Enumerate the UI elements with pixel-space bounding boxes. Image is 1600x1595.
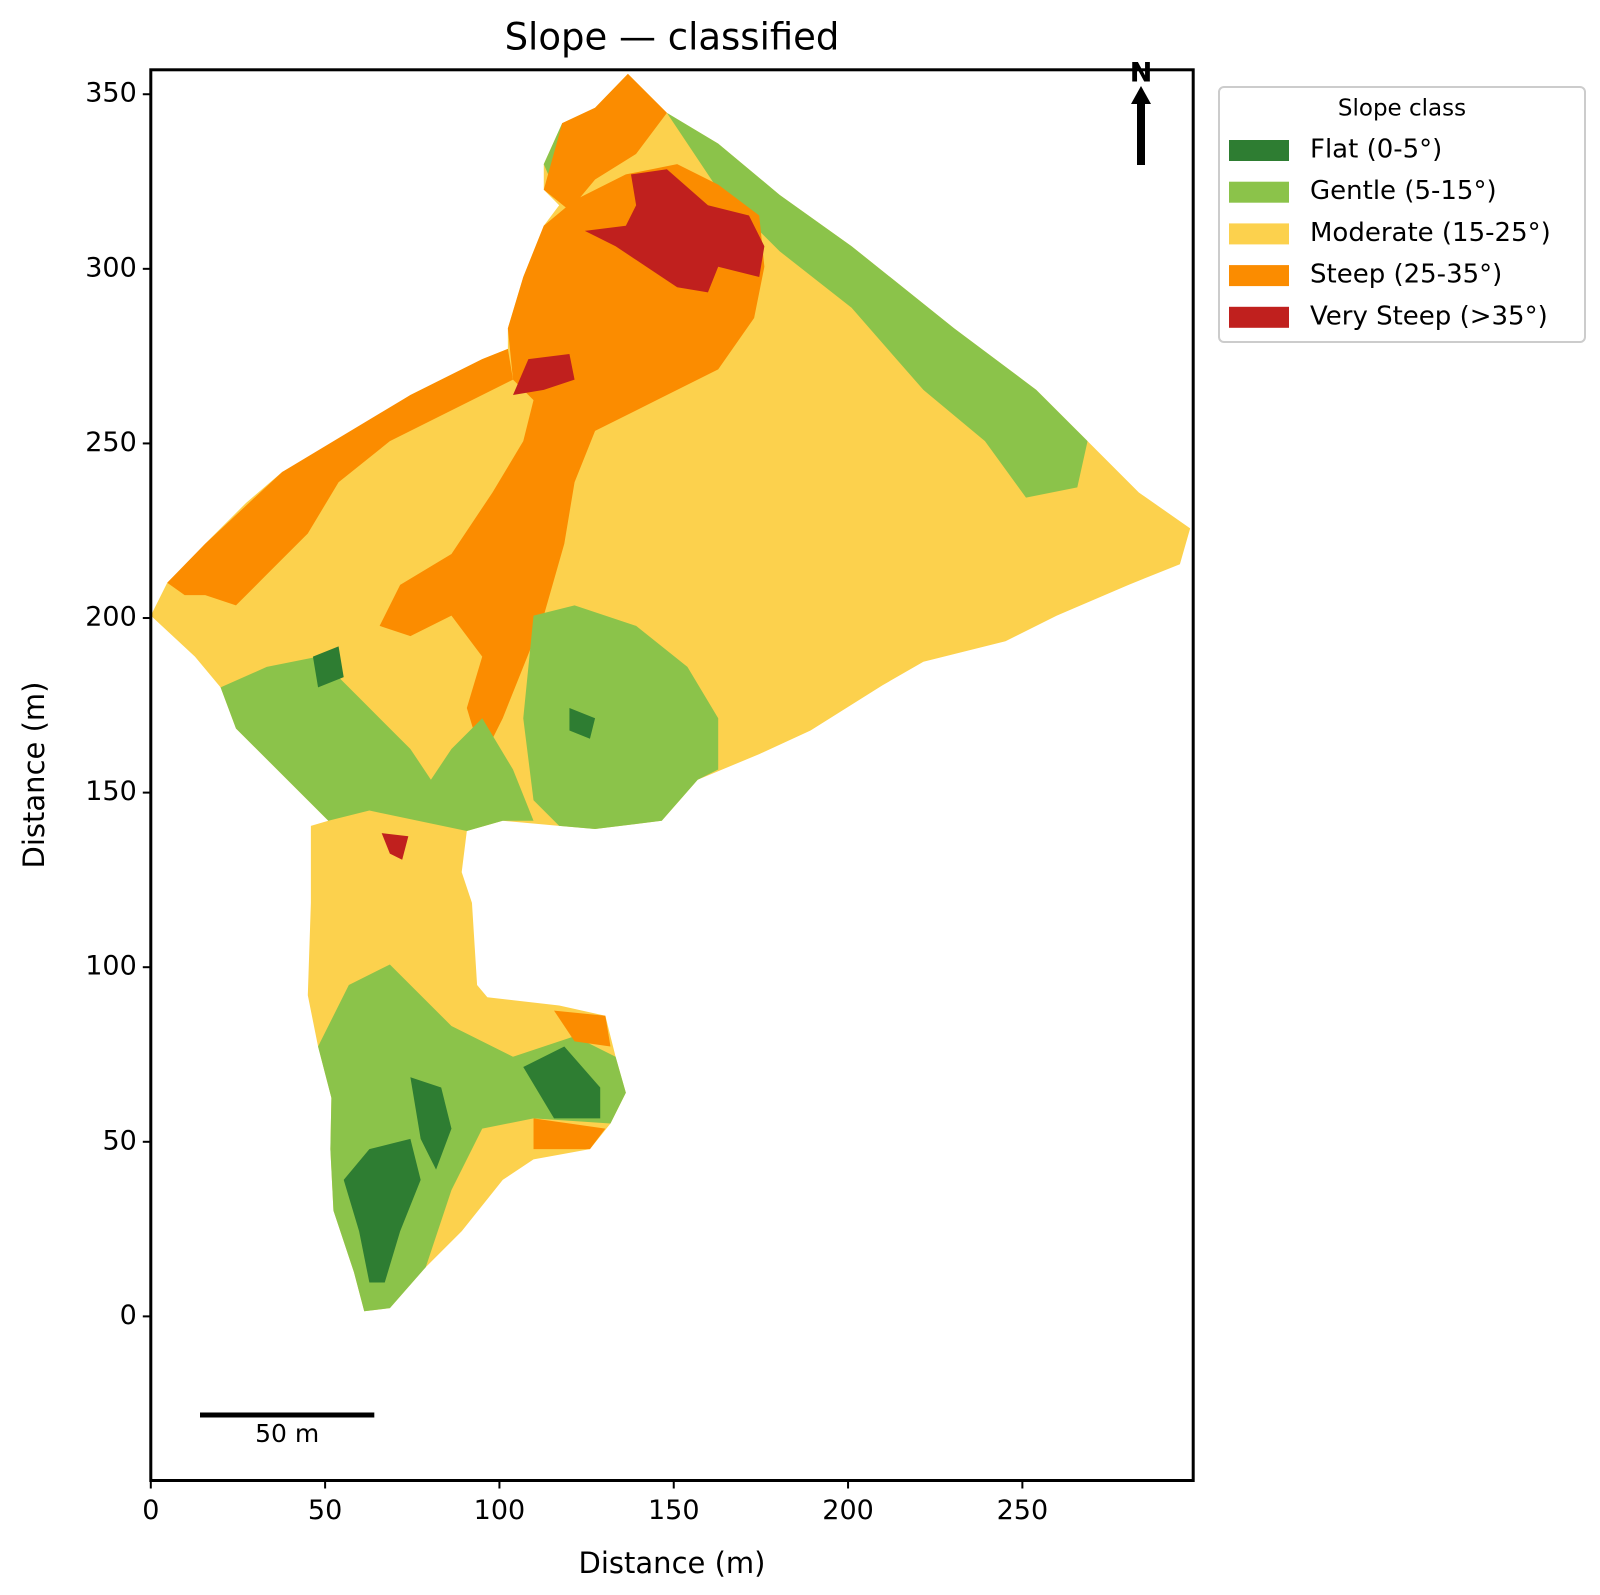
area-flat xyxy=(312,646,344,688)
y-tick-label: 300 xyxy=(85,252,137,283)
area-gentle xyxy=(220,656,534,832)
area-steep xyxy=(379,164,765,760)
legend-label: Steep (25-35°) xyxy=(1310,260,1502,290)
x-tick-label: 0 xyxy=(142,1495,159,1526)
legend-title: Slope class xyxy=(1338,96,1466,122)
area-steep xyxy=(543,73,667,211)
area-gentle xyxy=(666,112,1088,498)
area-steep xyxy=(167,348,513,606)
legend-label: Flat (0-5°) xyxy=(1310,135,1442,165)
legend-label: Gentle (5-15°) xyxy=(1310,176,1497,206)
scale-bar-label: 50 m xyxy=(255,1419,319,1448)
legend-swatch xyxy=(1229,306,1289,328)
x-tick-label: 150 xyxy=(648,1495,700,1526)
slope-raster xyxy=(150,73,1191,1312)
x-tick-label: 250 xyxy=(997,1495,1049,1526)
legend-box xyxy=(1218,86,1586,343)
y-tick-label: 350 xyxy=(85,78,137,109)
legend-swatch xyxy=(1229,181,1289,203)
area-very-steep xyxy=(381,833,409,860)
area-flat xyxy=(343,1138,421,1283)
area-very-steep xyxy=(513,353,575,396)
x-axis-label: Distance (m) xyxy=(579,1546,766,1580)
area-gentle xyxy=(523,605,719,830)
north-arrow: N xyxy=(1130,58,1153,165)
area-very-steep xyxy=(584,169,765,293)
y-tick-label: 150 xyxy=(85,776,137,807)
area-steep xyxy=(554,1010,611,1047)
legend-swatch xyxy=(1229,140,1289,161)
y-axis-label: Distance (m) xyxy=(17,682,51,869)
chart-title: Slope — classified xyxy=(505,16,840,59)
legend-swatch xyxy=(1229,223,1289,245)
area-flat xyxy=(569,707,596,739)
north-label: N xyxy=(1130,58,1153,89)
y-tick-label: 200 xyxy=(85,602,137,633)
legend-swatch xyxy=(1229,265,1289,287)
x-tick-label: 100 xyxy=(474,1495,526,1526)
legend: Slope class Flat (0-5°) Gentle (5-15°) Mod… xyxy=(1218,86,1586,343)
x-tick-label: 50 xyxy=(308,1495,342,1526)
axes-frame xyxy=(149,68,1195,1482)
y-tick-label: 0 xyxy=(120,1300,137,1331)
legend-label: Very Steep (>35°) xyxy=(1310,301,1548,331)
north-arrow-head xyxy=(1131,86,1151,104)
legend-label: Moderate (15-25°) xyxy=(1310,218,1551,248)
y-tick-label: 250 xyxy=(85,427,137,458)
y-tick-label: 50 xyxy=(102,1125,136,1156)
area-flat xyxy=(410,1077,452,1170)
x-tick-label: 200 xyxy=(822,1495,874,1526)
y-tick-label: 100 xyxy=(85,951,137,982)
area-flat xyxy=(523,1046,601,1119)
